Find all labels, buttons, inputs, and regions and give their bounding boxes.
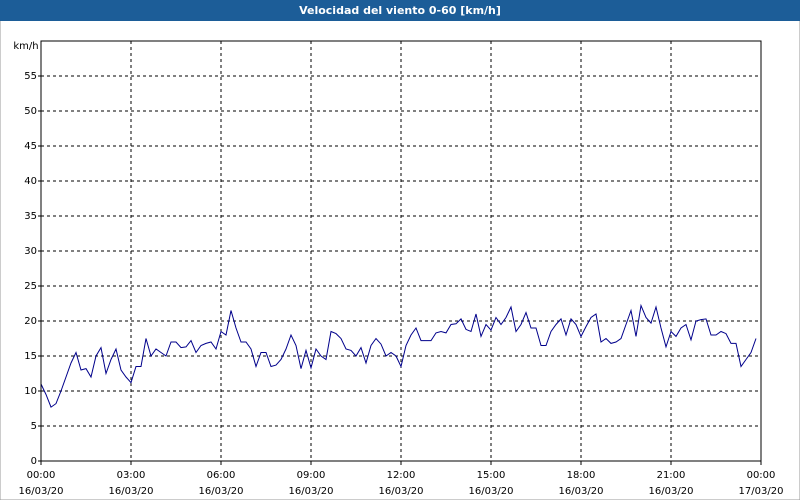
x-tick-date: 16/03/20 (379, 486, 424, 497)
x-tick-date: 16/03/20 (469, 486, 514, 497)
y-tick-label: 5 (31, 421, 37, 432)
x-tick-date: 16/03/20 (199, 486, 244, 497)
x-tick-label: 06:00 (207, 470, 236, 481)
y-tick-label: 10 (24, 386, 37, 397)
x-tick-label: 12:00 (387, 470, 416, 481)
y-tick-label: 25 (24, 281, 37, 292)
x-tick-label: 09:00 (297, 470, 326, 481)
title-bar (0, 0, 800, 21)
plot-border (40, 40, 762, 462)
x-tick-date: 16/03/20 (289, 486, 334, 497)
x-tick-label: 15:00 (477, 470, 506, 481)
x-tick-label: 21:00 (657, 470, 686, 481)
grid (38, 41, 762, 465)
y-tick-label: 20 (24, 316, 37, 327)
y-tick-label: 35 (24, 211, 37, 222)
x-tick-date: 17/03/20 (739, 486, 784, 497)
y-tick-label: 40 (24, 176, 37, 187)
x-tick-label: 00:00 (747, 470, 776, 481)
x-tick-label: 00:00 (27, 470, 56, 481)
x-tick-date: 16/03/20 (109, 486, 154, 497)
y-tick-label: 55 (24, 71, 37, 82)
y-tick-label: 45 (24, 141, 37, 152)
x-tick-date: 16/03/20 (559, 486, 604, 497)
x-tick-date: 16/03/20 (649, 486, 694, 497)
chart-title: Velocidad del viento 0-60 [km/h] (299, 4, 501, 17)
data-line (40, 303, 757, 408)
x-tick-label: 18:00 (567, 470, 596, 481)
plot (40, 303, 757, 408)
x-tick-date: 16/03/20 (19, 486, 64, 497)
y-tick-label: 15 (24, 351, 37, 362)
y-tick-label: 30 (24, 246, 37, 257)
x-tick-label: 03:00 (117, 470, 146, 481)
y-axis-label: km/h (13, 41, 38, 52)
y-tick-label: 0 (31, 456, 37, 467)
y-tick-label: 50 (24, 106, 37, 117)
